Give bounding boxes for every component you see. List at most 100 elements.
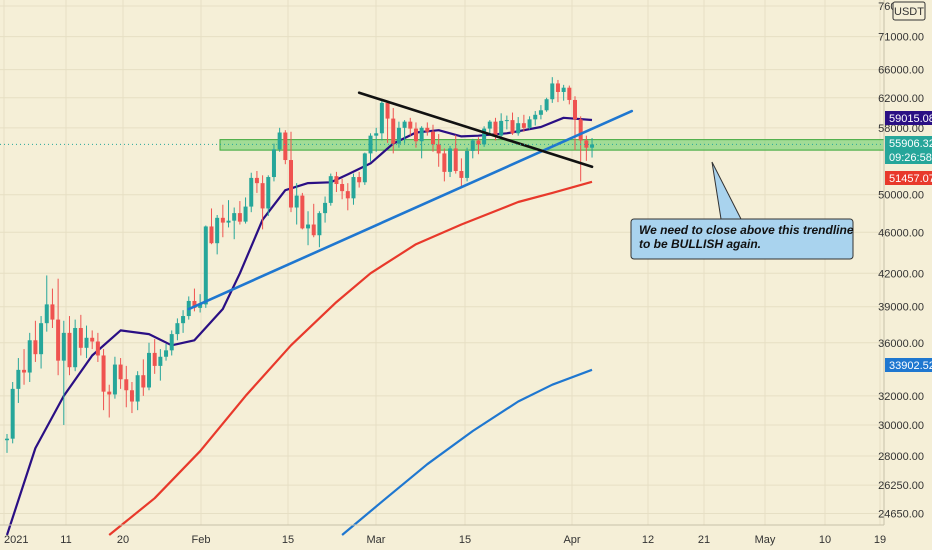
time-axis[interactable]: 2021 11 20 Feb 15 Mar 15 Apr 12 21 May 10 19 [4, 534, 886, 546]
candle[interactable] [374, 127, 379, 152]
candle[interactable] [408, 117, 413, 136]
candle[interactable] [141, 359, 146, 396]
candle[interactable] [470, 138, 475, 159]
candle[interactable] [516, 117, 521, 136]
candle[interactable] [44, 275, 49, 332]
candle[interactable] [306, 211, 311, 246]
candle[interactable] [419, 126, 424, 159]
candle[interactable] [237, 201, 242, 225]
candle[interactable] [442, 148, 447, 182]
candle[interactable] [232, 207, 237, 240]
candle[interactable] [164, 344, 169, 361]
candle[interactable] [323, 196, 328, 223]
candle[interactable] [578, 116, 583, 182]
candle[interactable] [39, 316, 44, 369]
candle[interactable] [561, 84, 566, 101]
candle[interactable] [203, 225, 208, 308]
callout-box[interactable] [630, 218, 854, 260]
candle[interactable] [345, 183, 350, 211]
candle[interactable] [73, 319, 78, 372]
candle[interactable] [317, 211, 322, 248]
candle[interactable] [385, 100, 390, 143]
candle[interactable] [555, 79, 560, 103]
ascending-trendline[interactable] [187, 109, 634, 311]
candle[interactable] [300, 192, 305, 230]
candle[interactable] [101, 349, 106, 411]
candle[interactable] [129, 381, 134, 414]
candle[interactable] [573, 96, 577, 151]
candle[interactable] [283, 130, 288, 165]
candle[interactable] [567, 85, 572, 105]
candle[interactable] [425, 122, 430, 136]
candle[interactable] [61, 320, 66, 425]
candle[interactable] [402, 120, 407, 144]
currency-badge[interactable]: USDT [892, 1, 926, 21]
moving-average-line-2[interactable] [341, 368, 593, 536]
candle[interactable] [84, 325, 89, 359]
candle[interactable] [391, 108, 396, 154]
candle[interactable] [396, 121, 401, 148]
candle[interactable] [107, 384, 112, 418]
candle[interactable] [368, 133, 373, 162]
candle[interactable] [243, 197, 248, 224]
candle[interactable] [260, 175, 265, 230]
candle[interactable] [5, 434, 9, 453]
candle[interactable] [334, 171, 339, 193]
candle[interactable] [22, 349, 27, 385]
candle[interactable] [465, 147, 470, 182]
candle[interactable] [277, 127, 282, 152]
candle[interactable] [533, 111, 538, 126]
candle[interactable] [27, 332, 32, 382]
candle[interactable] [254, 171, 259, 193]
candle[interactable] [436, 134, 441, 167]
candle[interactable] [289, 131, 293, 213]
candle[interactable] [413, 122, 418, 148]
candle[interactable] [124, 365, 129, 408]
candle[interactable] [135, 371, 140, 411]
candle[interactable] [249, 172, 254, 213]
candle[interactable] [266, 175, 271, 216]
descending-trendline[interactable] [357, 91, 594, 169]
candle[interactable] [271, 143, 276, 182]
candle[interactable] [215, 214, 220, 255]
moving-average-line-0[interactable] [5, 116, 593, 536]
candle[interactable] [152, 339, 157, 374]
candle[interactable] [357, 171, 362, 188]
candle[interactable] [351, 173, 356, 205]
candle[interactable] [340, 178, 345, 200]
moving-average-line-1[interactable] [108, 180, 593, 536]
candle[interactable] [175, 318, 180, 341]
candle[interactable] [521, 114, 526, 132]
candle[interactable] [50, 288, 55, 328]
candle[interactable] [112, 356, 117, 399]
candle[interactable] [56, 278, 61, 376]
candle[interactable] [510, 112, 515, 135]
candle[interactable] [33, 320, 38, 362]
candle[interactable] [453, 134, 458, 174]
candle[interactable] [16, 358, 21, 403]
candle[interactable] [328, 173, 333, 206]
candle[interactable] [431, 124, 435, 152]
candle[interactable] [448, 146, 453, 178]
candle[interactable] [220, 204, 225, 238]
candle[interactable] [504, 115, 509, 130]
candle[interactable] [158, 349, 163, 381]
candle[interactable] [482, 126, 487, 147]
candle[interactable] [294, 183, 299, 225]
candle[interactable] [544, 97, 549, 112]
candle[interactable] [550, 77, 555, 103]
candle[interactable] [169, 330, 174, 356]
candle[interactable] [527, 116, 532, 130]
candle[interactable] [10, 381, 15, 444]
candle[interactable] [584, 135, 589, 161]
candle[interactable] [226, 200, 231, 228]
candle[interactable] [311, 203, 316, 238]
candle[interactable] [147, 342, 151, 391]
candle[interactable] [209, 208, 214, 245]
candle[interactable] [67, 316, 72, 376]
candle[interactable] [590, 138, 595, 158]
candle[interactable] [538, 105, 543, 120]
candle[interactable] [362, 152, 367, 185]
candle[interactable] [459, 158, 464, 189]
